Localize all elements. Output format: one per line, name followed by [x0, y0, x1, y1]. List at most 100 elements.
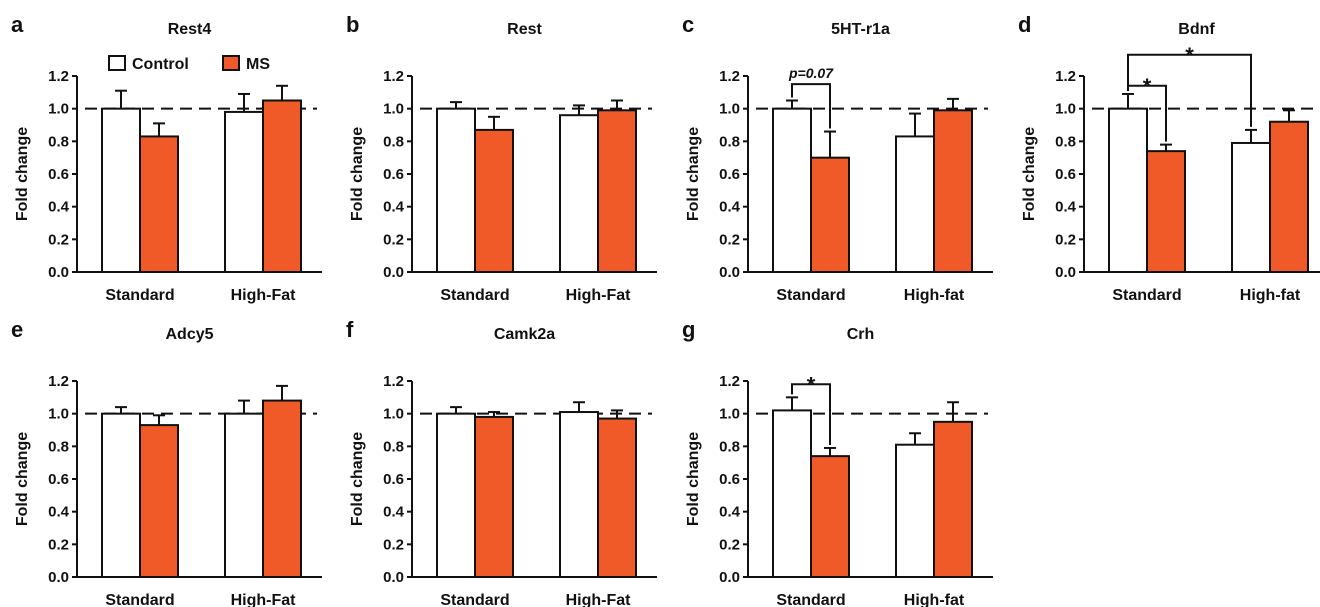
y-tick-label: 1.0: [719, 101, 740, 118]
y-tick-label: 1.2: [383, 68, 404, 85]
legend-label-control: Control: [132, 56, 189, 73]
significance-star: *: [807, 372, 816, 397]
panel-letter: g: [682, 317, 695, 342]
bar-control: [772, 409, 812, 578]
y-axis-label: Fold change: [349, 432, 366, 526]
x-tick-label: High-Fat: [566, 287, 632, 304]
significance-star: *: [1143, 74, 1152, 99]
x-tick-label: Standard: [776, 287, 845, 304]
panel-e: e Adcy5 Fold change 0.0 0.2 0.4 0.6 0.8 1.0 1.2 St…: [11, 317, 322, 607]
y-tick-label: 0.6: [719, 471, 740, 488]
chart-title: Camk2a: [494, 326, 555, 343]
bar-control: [1108, 107, 1148, 273]
y-tick-label: 1.0: [383, 101, 404, 118]
x-tick-label: High-fat: [904, 287, 965, 304]
panel-a: a Rest4 Fold change 0.0 0.2 0.4 0.6 0.8 1.0 1.2 St…: [11, 12, 322, 304]
bar-control: [895, 135, 935, 273]
legend-label-ms: MS: [246, 56, 270, 73]
bar-ms: [597, 109, 637, 273]
y-axis-label: Fold change: [14, 432, 31, 526]
y-tick-label: 0.0: [48, 569, 69, 586]
significance-bracket: [791, 83, 831, 129]
bar-ms: [262, 99, 302, 273]
bar-control: [436, 107, 476, 273]
y-tick-label: 1.0: [48, 101, 69, 118]
significance-star: *: [1185, 43, 1194, 68]
y-tick-label: 0.6: [383, 471, 404, 488]
chart-title: Crh: [847, 326, 875, 343]
y-tick-label: 0.6: [383, 166, 404, 183]
y-tick-label: 0.2: [719, 231, 740, 248]
panel-letter: d: [1018, 12, 1031, 37]
y-tick-label: 0.0: [719, 264, 740, 281]
bar-ms: [474, 415, 514, 578]
bar-ms: [810, 455, 850, 578]
x-tick-label: High-Fat: [566, 592, 632, 607]
panel-letter: e: [11, 317, 23, 342]
y-tick-label: 1.0: [719, 406, 740, 423]
y-tick-label: 0.2: [48, 231, 69, 248]
y-tick-label: 0.4: [383, 199, 405, 216]
y-tick-label: 0.8: [48, 438, 69, 455]
bar-control: [772, 107, 812, 273]
y-tick-label: 0.8: [1055, 133, 1076, 150]
bar-ms: [262, 399, 302, 578]
y-tick-label: 0.2: [48, 536, 69, 553]
y-axis-label: Fold change: [1021, 127, 1038, 221]
panel-g: g Crh Fold change 0.0 0.2 0.4 0.6 0.8 1.0 1.2 Stan…: [682, 317, 993, 607]
panel-f: f Camk2a Fold change 0.0 0.2 0.4 0.6 0.8 1.0 1.2 S…: [346, 317, 657, 607]
x-tick-label: High-fat: [904, 592, 965, 607]
y-tick-label: 1.2: [48, 68, 69, 85]
x-tick-label: Standard: [105, 287, 174, 304]
y-tick-label: 0.8: [383, 133, 404, 150]
y-tick-label: 0.0: [1055, 264, 1076, 281]
bar-ms: [810, 156, 850, 274]
bar-control: [101, 412, 141, 578]
panel-letter: c: [682, 12, 694, 37]
bar-control: [224, 110, 264, 273]
bar-control: [224, 412, 264, 578]
y-tick-label: 0.6: [719, 166, 740, 183]
y-tick-label: 0.4: [48, 199, 70, 216]
x-tick-label: Standard: [105, 592, 174, 607]
x-tick-label: Standard: [440, 287, 509, 304]
y-tick-label: 0.8: [383, 438, 404, 455]
y-axis-label: Fold change: [685, 127, 702, 221]
y-tick-label: 1.0: [1055, 101, 1076, 118]
bar-control: [895, 443, 935, 579]
y-tick-label: 1.2: [383, 373, 404, 390]
bar-control: [1231, 141, 1271, 273]
panel-letter: f: [346, 317, 354, 342]
bar-ms: [597, 417, 637, 579]
significance-bracket: [791, 383, 831, 445]
y-tick-label: 0.0: [383, 264, 404, 281]
y-tick-label: 1.2: [719, 68, 740, 85]
y-tick-label: 0.6: [1055, 166, 1076, 183]
x-tick-label: Standard: [1112, 287, 1181, 304]
panel-letter: b: [346, 12, 359, 37]
chart-title: 5HT-r1a: [831, 21, 890, 38]
y-tick-label: 1.0: [48, 406, 69, 423]
bar-ms: [139, 424, 179, 578]
x-tick-label: Standard: [440, 592, 509, 607]
y-tick-label: 0.0: [48, 264, 69, 281]
bar-control: [559, 411, 599, 578]
y-tick-label: 0.4: [719, 504, 741, 521]
bar-ms: [1146, 150, 1186, 273]
y-tick-label: 0.2: [1055, 231, 1076, 248]
y-tick-label: 0.6: [48, 166, 69, 183]
y-axis-label: Fold change: [685, 432, 702, 526]
y-tick-label: 0.4: [719, 199, 741, 216]
bar-control: [101, 107, 141, 273]
y-axis-label: Fold change: [349, 127, 366, 221]
bar-ms: [1269, 120, 1309, 273]
y-tick-label: 0.8: [719, 438, 740, 455]
bar-ms: [933, 109, 973, 273]
chart-title: Rest4: [168, 21, 212, 38]
legend-swatch-control: [108, 55, 126, 71]
significance-bracket: [1127, 53, 1252, 127]
x-tick-label: High-fat: [1240, 287, 1301, 304]
x-tick-label: Standard: [776, 592, 845, 607]
y-tick-label: 0.2: [719, 536, 740, 553]
